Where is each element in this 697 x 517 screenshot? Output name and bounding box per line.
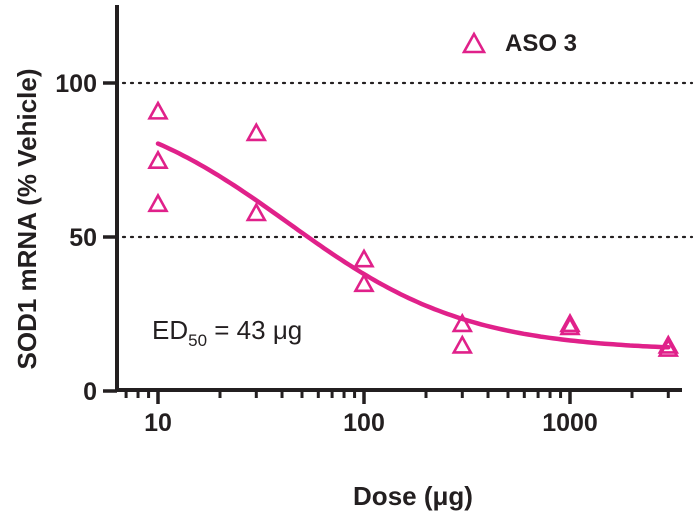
data-point-triangle (353, 272, 375, 293)
data-point-triangle (451, 312, 473, 333)
data-point-triangle (245, 121, 267, 142)
x-tick-label: 100 (343, 409, 385, 437)
ed50-prefix: ED (152, 315, 188, 345)
data-point-triangle (451, 334, 473, 354)
data-point-triangle (245, 202, 267, 222)
x-axis-label: Dose (μg) (353, 481, 473, 511)
y-axis-label: SOD1 mRNA (% Vehicle) (12, 68, 42, 369)
ed50-subscript: 50 (188, 331, 207, 350)
legend-label: ASO 3 (505, 30, 577, 57)
data-point-triangle (147, 192, 169, 213)
y-tick-label: 50 (69, 224, 97, 252)
x-axis-ticks: 10 100 1000 (124, 390, 670, 437)
y-tick-label: 0 (83, 378, 97, 406)
data-points (147, 100, 679, 357)
y-tick-label: 100 (55, 70, 97, 98)
data-point-triangle (657, 337, 679, 357)
axes (115, 5, 682, 392)
data-point-triangle (147, 100, 169, 120)
y-axis-ticks: 0 50 100 (55, 70, 117, 406)
legend: ASO 3 (461, 30, 577, 57)
data-point-triangle (559, 315, 581, 336)
x-tick-label: 1000 (542, 409, 598, 437)
reference-lines (121, 81, 694, 239)
fit-curve (155, 141, 671, 350)
data-point-triangle (559, 312, 581, 333)
ed50-suffix: = 43 μg (207, 315, 302, 345)
legend-triangle-icon (461, 31, 487, 54)
ed50-annotation: ED50 = 43 μg (152, 315, 302, 350)
data-point-triangle (147, 149, 169, 169)
data-point-triangle (353, 248, 375, 268)
data-point-triangle (657, 334, 679, 354)
x-tick-label: 10 (144, 409, 172, 437)
